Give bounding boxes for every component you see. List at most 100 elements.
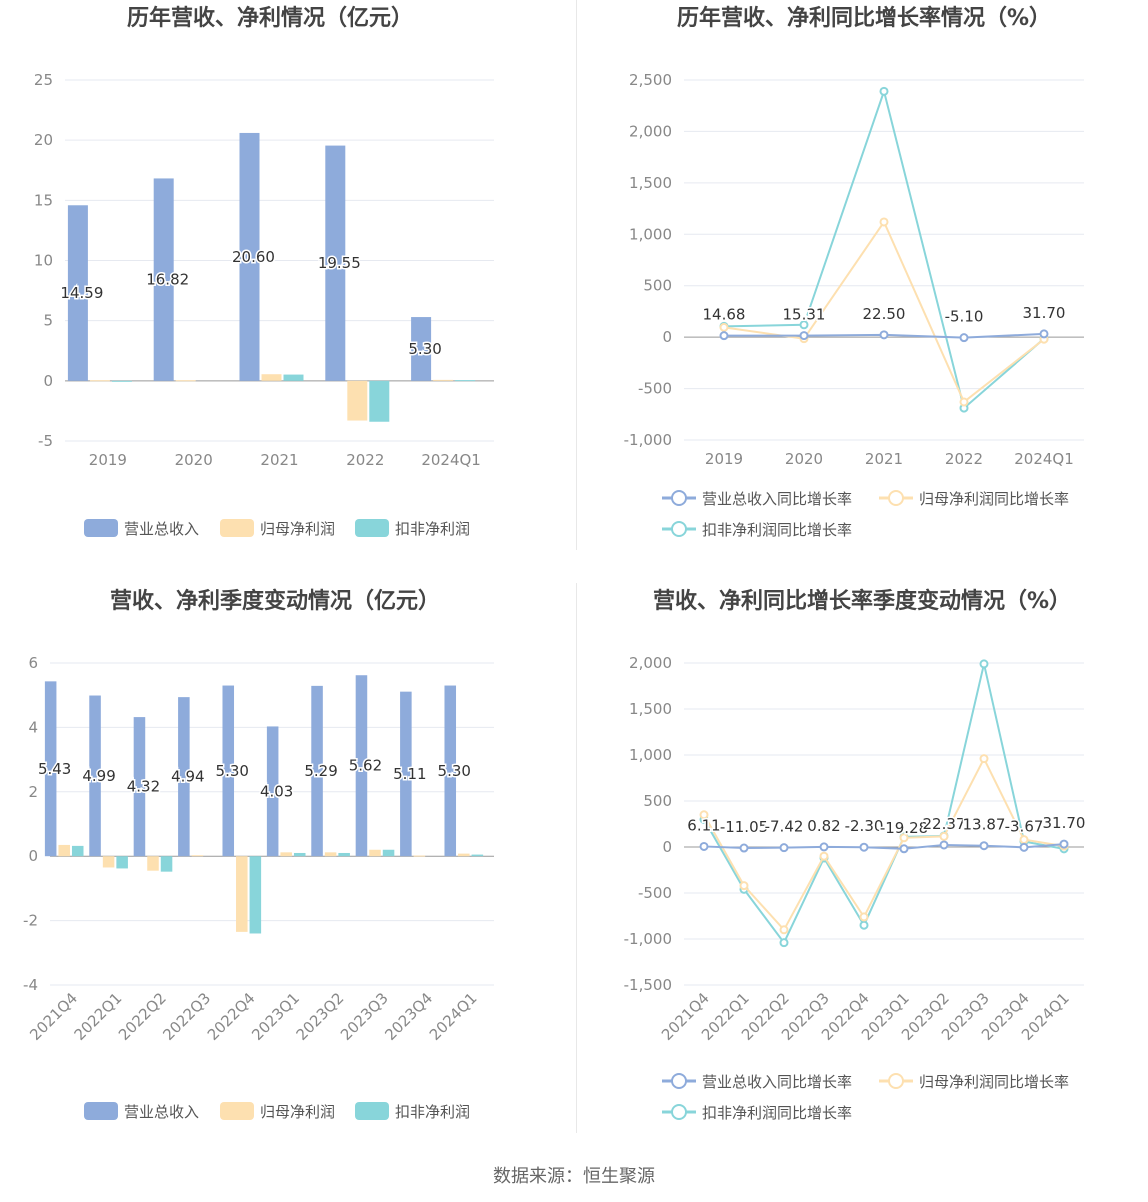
y-tick-label: 15 [34,191,53,209]
bar-revenue [89,695,101,857]
bar-net-profit [369,849,381,857]
bar-net-profit [236,856,248,932]
y-tick-label: 0 [662,838,672,856]
legend-label: 扣非净利润 [395,520,470,538]
bar-revenue [239,132,260,381]
bar-deducted-profit [338,852,350,857]
data-point [799,331,809,341]
data-point [899,833,909,843]
legend-label: 扣非净利润同比增长率 [702,521,852,539]
series-line-net-profit-growth [703,756,1065,932]
bar-revenue [400,691,412,857]
annual-growth-rate-svg: 历年营收、净利同比增长率情况（%） 2,500 2,000 1,500 1,000 50… [624,5,1084,539]
data-point [1019,842,1029,852]
data-label: 15.31 [783,306,826,324]
x-tick-label: 2021 [865,450,903,468]
data-point [739,843,749,853]
x-tick-label: 2019 [89,451,127,469]
x-tick-label: 2024Q1 [421,451,481,469]
bar-revenue [178,697,190,857]
legend-swatch [84,519,118,537]
annual-growth-rate-chart: 历年营收、净利同比增长率情况（%） 2,500 2,000 1,500 1,000 50… [574,0,1148,580]
y-tick-label: -500 [638,884,672,902]
legend-marker [671,1073,687,1089]
bar-net-profit [280,852,292,857]
y-tick-label: -500 [638,380,672,398]
chart-title: 营收、净利同比增长率季度变动情况（%） [653,588,1071,614]
data-point [719,322,729,332]
data-point [699,810,709,820]
y-tick-label: -1,500 [624,976,672,994]
y-tick-label: -4 [23,976,38,994]
legend-marker [671,521,687,537]
data-label: 5.11 [393,765,426,783]
bar-revenue [411,317,432,381]
data-point [959,397,969,407]
data-source-note: 数据来源：恒生聚源 [493,1166,655,1187]
bar-deducted-profit [71,845,84,857]
bar-revenue [44,681,57,857]
data-point [819,851,829,861]
y-tick-label: 500 [643,277,672,295]
bar-revenue [153,178,174,381]
legend-label: 营业总收入同比增长率 [702,490,852,508]
data-point [1039,329,1049,339]
x-tick-label: 2023Q2 [293,989,348,1044]
data-label: 0.82 [807,817,840,835]
x-tick-label: 2022Q1 [71,989,126,1044]
legend-marker [888,1073,904,1089]
legend-marker [671,1104,687,1120]
y-tick-label: 20 [34,131,53,149]
data-point [779,843,789,853]
bar-net-profit [102,856,115,868]
legend-swatch [220,519,254,537]
data-label: 22.37 [923,815,966,833]
data-label: 4.32 [127,778,160,796]
data-point [779,938,789,948]
bar-revenue [133,717,146,857]
bar-net-profit [433,379,454,381]
data-label: 5.43 [38,760,71,778]
legend-label: 归母净利润 [260,520,335,538]
bar-deducted-profit [249,856,262,934]
data-point [979,659,989,669]
data-label: 5.30 [438,762,471,780]
x-tick-label: 2020 [175,451,213,469]
bar-deducted-profit [382,849,395,857]
y-tick-label: 2,000 [629,654,672,672]
y-tick-label: 25 [34,71,53,89]
data-label: 20.60 [232,248,275,266]
data-point [939,831,949,841]
data-point [879,217,889,227]
chart-title: 历年营收、净利情况（亿元） [127,5,413,31]
data-label: 14.59 [60,284,103,302]
y-tick-label: 6 [28,654,38,672]
bar-revenue [266,726,279,857]
chart-title: 历年营收、净利同比增长率情况（%） [677,5,1051,31]
bar-deducted-profit [283,374,304,381]
data-label: 4.03 [260,782,293,800]
chart-title: 营收、净利季度变动情况（亿元） [110,588,440,614]
data-label: -19.28 [880,819,928,837]
bar-revenue [311,685,323,857]
bar-net-profit [413,855,426,857]
data-label: 4.99 [82,767,115,785]
data-point [899,844,909,854]
x-tick-label: 2023Q3 [337,989,392,1044]
y-tick-label: 4 [28,718,38,736]
legend-marker [671,490,687,506]
legend-label: 归母净利润 [260,1103,335,1121]
y-tick-label: 10 [34,252,53,270]
bar-net-profit [458,853,470,857]
data-label: -3.67 [1005,817,1044,835]
bar-deducted-profit [111,380,132,382]
data-label: 19.55 [318,254,361,272]
data-label: 31.70 [1023,304,1066,322]
y-tick-label: 1,500 [629,174,672,192]
legend-label: 归母净利润同比增长率 [919,490,1069,508]
series-line-deducted-profit-growth [703,663,1065,945]
bar-net-profit [324,852,337,857]
data-point [959,333,969,343]
bar-net-profit [147,856,159,871]
bar-deducted-profit [160,856,173,872]
